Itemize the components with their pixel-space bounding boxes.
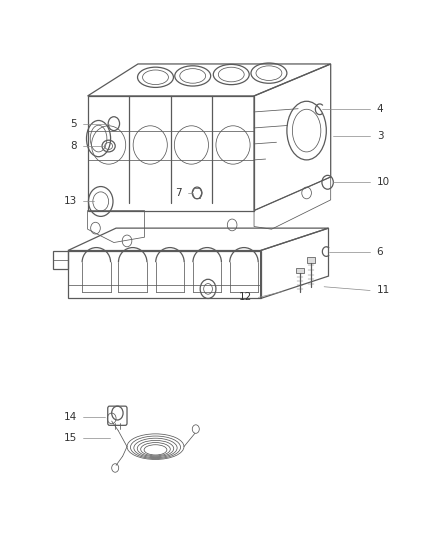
Bar [307,257,315,263]
Bar [296,268,304,273]
Text: 14: 14 [64,412,77,422]
Text: 11: 11 [377,286,390,295]
Text: 7: 7 [175,188,182,198]
Text: 5: 5 [70,119,77,128]
Text: 4: 4 [377,104,383,114]
Text: 10: 10 [377,177,390,187]
Text: 3: 3 [377,131,383,141]
Text: 13: 13 [64,197,77,206]
Text: 12: 12 [239,293,252,302]
Text: 8: 8 [70,141,77,151]
Text: 6: 6 [377,247,383,256]
Text: 15: 15 [64,433,77,443]
